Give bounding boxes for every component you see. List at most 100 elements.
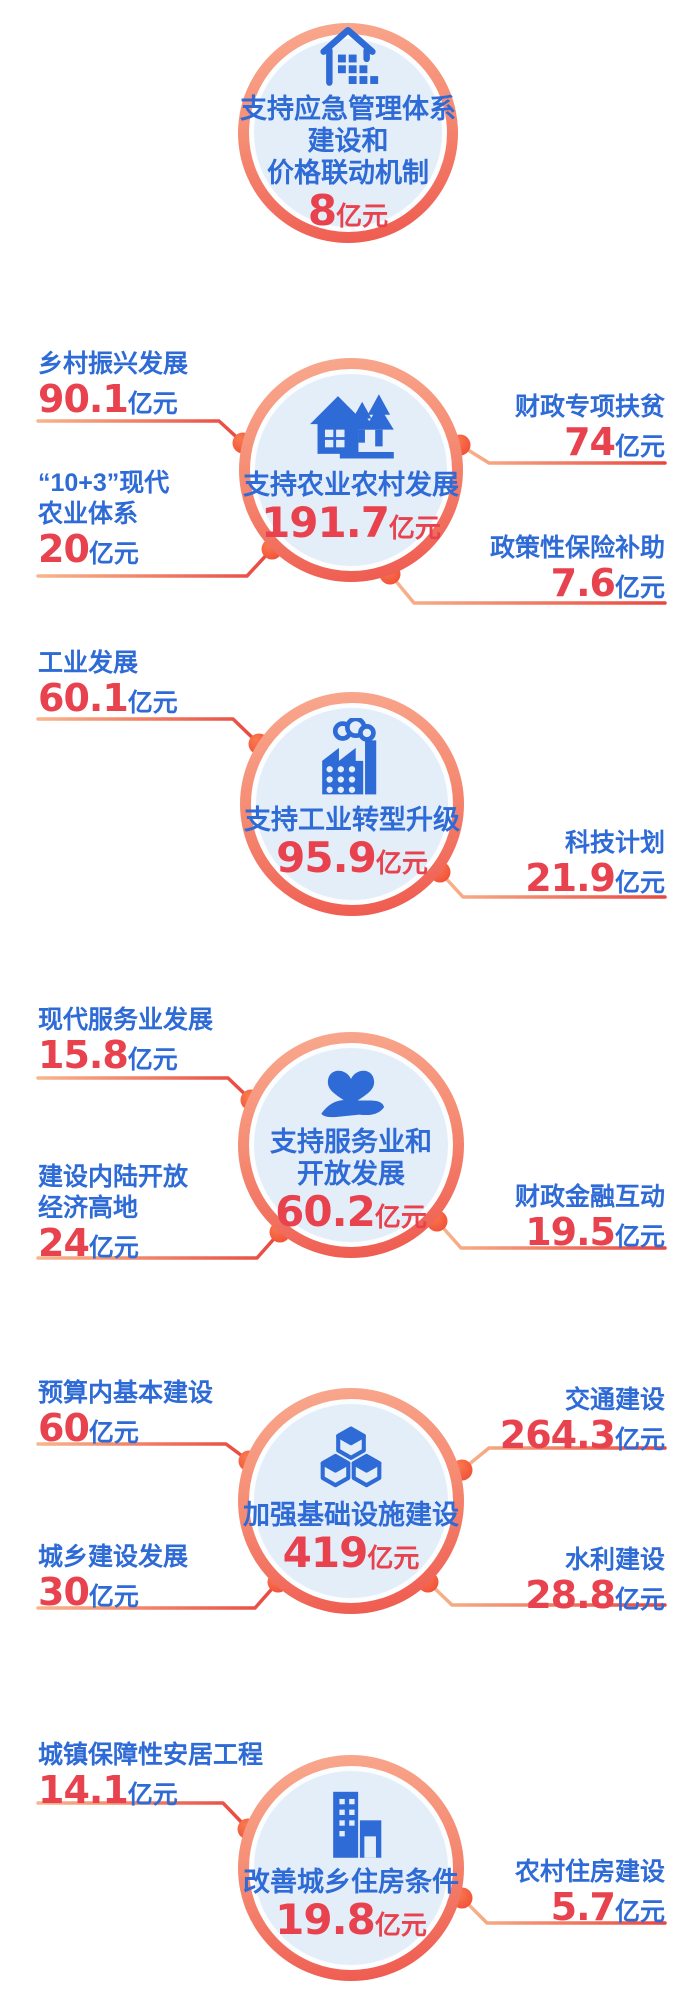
item-value-unit: 亿元 (88, 540, 139, 568)
category-title-line: 支持工业转型升级 (244, 805, 460, 835)
item-label: 政策性保险补助 (489, 534, 665, 562)
item-label: 科技计划 (564, 829, 665, 857)
item-value-number: 7.6 (550, 561, 616, 605)
category-value-number: 191.7 (261, 498, 390, 547)
item-label: “10+3”现代 (38, 469, 170, 497)
item-value-unit: 亿元 (88, 1234, 139, 1262)
circle-infrastructure: 加强基础设施建设 419亿元 (238, 1388, 464, 1614)
item-value-number: 264.3 (499, 1413, 616, 1457)
category-value: 419亿元 (283, 1531, 420, 1585)
category-value: 95.9亿元 (276, 836, 428, 890)
item-industrial-development: 工业发展 60.1亿元 (38, 648, 178, 726)
item-urban-rural-development: 城乡建设发展 30亿元 (38, 1542, 188, 1620)
item-value-number: 24 (38, 1221, 90, 1265)
item-modern-agriculture: “10+3”现代 农业体系 20亿元 (38, 468, 169, 577)
item-value-unit: 亿元 (127, 1046, 178, 1074)
category-value-unit: 亿元 (374, 1202, 427, 1232)
item-poverty-alleviation: 财政专项扶贫 74亿元 (515, 392, 665, 470)
item-value-unit: 亿元 (614, 433, 665, 461)
category-value-number: 19.8 (275, 1895, 376, 1944)
item-budget-capital-construction: 预算内基本建设 60亿元 (38, 1378, 213, 1456)
cubes-icon (320, 1426, 382, 1488)
category-value-unit: 亿元 (336, 201, 389, 231)
item-value-unit: 亿元 (614, 1426, 665, 1454)
item-rural-housing: 农村住房建设 5.7亿元 (515, 1857, 665, 1935)
item-water-conservancy: 水利建设 28.8亿元 (525, 1545, 665, 1623)
category-value: 191.7亿元 (261, 501, 441, 555)
item-label: 经济高地 (38, 1194, 139, 1222)
item-value-number: 14.1 (38, 1768, 129, 1812)
item-label: 水利建设 (564, 1546, 665, 1574)
category-title-line: 支持服务业和 (270, 1127, 432, 1157)
item-label: 乡村振兴发展 (38, 350, 189, 378)
item-label: 建设内陆开放 (38, 1163, 189, 1191)
category-value-unit: 亿元 (367, 1543, 420, 1573)
item-value-unit: 亿元 (88, 1419, 139, 1447)
item-science-tech-program: 科技计划 21.9亿元 (525, 828, 665, 906)
item-urban-housing-project: 城镇保障性安居工程 14.1亿元 (38, 1740, 263, 1818)
item-value-number: 15.8 (38, 1033, 129, 1077)
item-value-number: 60 (38, 1406, 90, 1450)
item-label: 现代服务业发展 (38, 1006, 214, 1034)
item-value-unit: 亿元 (614, 869, 665, 897)
item-inland-open-economy: 建设内陆开放 经济高地 24亿元 (38, 1162, 188, 1271)
item-modern-services: 现代服务业发展 15.8亿元 (38, 1005, 213, 1083)
item-value-unit: 亿元 (614, 1898, 665, 1926)
house-building-icon (320, 26, 379, 86)
item-policy-insurance: 政策性保险补助 7.6亿元 (490, 533, 665, 611)
category-value-unit: 亿元 (375, 848, 428, 878)
circle-services: 支持服务业和 开放发展 60.2亿元 (238, 1032, 464, 1258)
circle-housing: 改善城乡住房条件 19.8亿元 (238, 1755, 464, 1981)
category-title-line: 支持应急管理体系 (240, 94, 456, 124)
item-value-unit: 亿元 (127, 390, 178, 418)
item-value-unit: 亿元 (127, 689, 178, 717)
category-value-unit: 亿元 (388, 513, 441, 543)
item-label: 交通建设 (564, 1386, 665, 1414)
category-title-line: 加强基础设施建设 (243, 1500, 459, 1530)
category-value-number: 419 (282, 1528, 369, 1577)
category-title-line: 价格联动机制 (267, 158, 429, 188)
category-value-unit: 亿元 (374, 1910, 427, 1940)
buildings-icon (333, 1791, 382, 1858)
category-value-number: 60.2 (275, 1187, 376, 1236)
category-title-line: 改善城乡住房条件 (243, 1867, 459, 1897)
item-value-number: 19.5 (525, 1210, 616, 1254)
item-value-number: 5.7 (550, 1885, 616, 1929)
item-value-number: 90.1 (38, 377, 129, 421)
item-value-number: 28.8 (525, 1573, 616, 1617)
item-label: 农村住房建设 (514, 1858, 665, 1886)
item-value-number: 74 (564, 420, 616, 464)
category-title-line: 开放发展 (297, 1159, 405, 1189)
category-value-number: 95.9 (276, 833, 377, 882)
item-label: 财政金融互动 (514, 1183, 665, 1211)
item-value-unit: 亿元 (88, 1583, 139, 1611)
category-title-line: 建设和 (307, 126, 389, 156)
item-label: 农业体系 (38, 500, 139, 528)
circle-emergency: 支持应急管理体系 建设和 价格联动机制 8亿元 (238, 23, 458, 243)
farm-house-trees-icon (310, 394, 394, 459)
item-value-number: 60.1 (38, 676, 129, 720)
item-transport-construction: 交通建设 264.3亿元 (500, 1385, 665, 1463)
item-label: 财政专项扶贫 (514, 393, 665, 421)
category-value: 60.2亿元 (275, 1190, 427, 1244)
item-label: 城镇保障性安居工程 (38, 1741, 264, 1769)
factory-icon (322, 718, 377, 795)
category-value-number: 8 (307, 186, 337, 235)
item-value-number: 30 (38, 1570, 90, 1614)
item-value-unit: 亿元 (614, 1586, 665, 1614)
item-value-unit: 亿元 (614, 574, 665, 602)
item-label: 城乡建设发展 (38, 1543, 189, 1571)
category-value: 19.8亿元 (275, 1898, 427, 1952)
heart-hand-icon (321, 1070, 385, 1118)
item-value-number: 20 (38, 527, 90, 571)
item-fiscal-financial-interaction: 财政金融互动 19.5亿元 (515, 1182, 665, 1260)
item-label: 工业发展 (38, 649, 139, 677)
circle-agriculture: 支持农业农村发展 191.7亿元 (239, 358, 463, 582)
item-value-number: 21.9 (525, 856, 616, 900)
item-value-unit: 亿元 (614, 1223, 665, 1251)
circle-industry: 支持工业转型升级 95.9亿元 (240, 692, 464, 916)
category-value: 8亿元 (308, 189, 388, 243)
item-label: 预算内基本建设 (38, 1379, 214, 1407)
